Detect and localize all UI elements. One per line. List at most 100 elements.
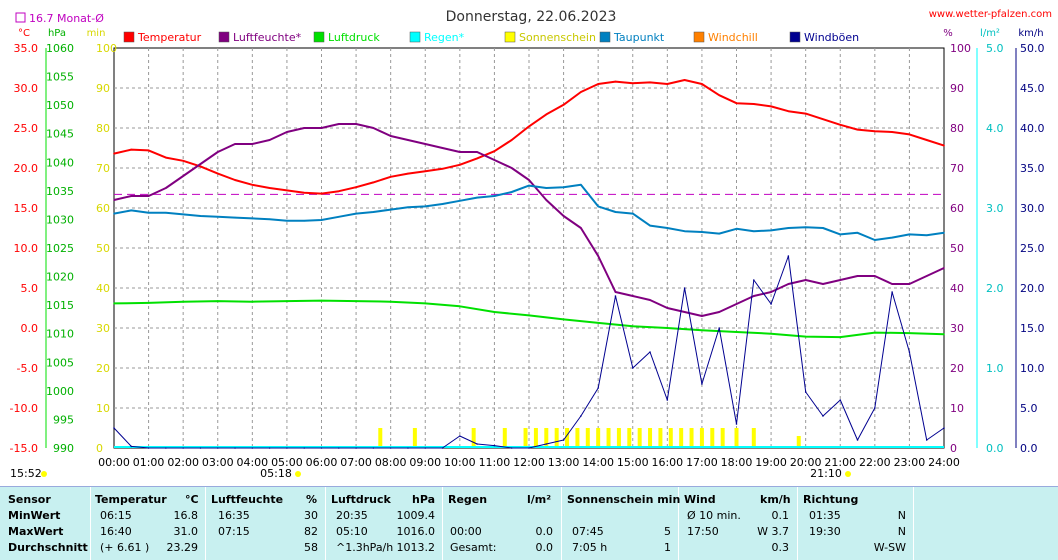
data-point xyxy=(701,315,703,317)
data-point xyxy=(216,172,219,175)
data-point xyxy=(545,443,548,445)
wind-axis-tick-label: 0.0 xyxy=(1020,442,1038,455)
sunshine-bar xyxy=(544,428,549,448)
sunshine-bar xyxy=(699,428,704,448)
data-point xyxy=(822,415,824,417)
data-point xyxy=(839,279,842,281)
x-tick-label: 05:00 xyxy=(271,456,303,469)
hdr-temp-unit: °C xyxy=(185,493,199,506)
temp-axis-unit: °C xyxy=(18,28,30,39)
x-tick-label: 07:00 xyxy=(340,456,372,469)
sunshine-axis-tick-label: 0 xyxy=(96,442,103,455)
stats-cell-temp-val: 23.29 xyxy=(166,541,199,554)
data-point xyxy=(441,168,444,170)
x-tick-label: 11:00 xyxy=(479,456,511,469)
rain-axis-tick-label: 3.0 xyxy=(986,202,1004,215)
data-point xyxy=(251,447,254,449)
data-point xyxy=(701,383,703,385)
data-point xyxy=(268,139,271,141)
data-point xyxy=(891,131,893,133)
sunshine-axis-tick-label: 80 xyxy=(96,122,110,135)
data-point xyxy=(165,187,167,189)
data-point xyxy=(649,299,651,301)
data-point xyxy=(735,102,738,104)
wind-axis-unit: km/h xyxy=(1018,28,1043,39)
data-point xyxy=(770,105,772,108)
x-tick-label: 09:00 xyxy=(409,456,441,469)
wind-axis-tick-label: 5.0 xyxy=(1020,402,1038,415)
sunshine-bar xyxy=(616,428,621,448)
hdr-sun: Sonnenschein min xyxy=(567,493,681,506)
data-point xyxy=(752,295,755,297)
data-point xyxy=(389,208,392,211)
x-tick-label: 13:00 xyxy=(548,456,580,469)
data-point xyxy=(580,227,582,229)
data-point xyxy=(735,228,738,230)
data-point xyxy=(701,329,703,332)
data-point xyxy=(683,230,686,232)
stats-cell-hum-val: 82 xyxy=(304,525,318,538)
pressure-axis-tick-label: 990 xyxy=(53,442,74,455)
data-point xyxy=(459,151,461,153)
data-point xyxy=(839,233,842,236)
sunshine-bar xyxy=(596,428,601,448)
x-tick-label: 21:00 xyxy=(824,456,856,469)
data-point xyxy=(372,211,375,213)
sunshine-bar xyxy=(378,428,383,448)
data-point xyxy=(701,83,703,85)
data-point xyxy=(251,184,254,186)
data-point xyxy=(476,151,478,153)
data-point xyxy=(407,172,409,175)
hdr-sensor: Sensor xyxy=(8,493,51,506)
sunshine-axis-tick-label: 100 xyxy=(96,42,117,55)
hdr-wind: Wind xyxy=(684,493,716,506)
data-point xyxy=(320,127,323,129)
data-point xyxy=(147,212,150,214)
rain-axis-tick-label: 1.0 xyxy=(986,362,1004,375)
data-point xyxy=(666,83,669,85)
site-link[interactable]: www.wetter-pfalzen.com xyxy=(929,9,1052,20)
x-tick-label: 00:00 xyxy=(98,456,130,469)
data-point xyxy=(337,190,340,192)
data-point xyxy=(649,351,651,353)
data-point xyxy=(631,82,634,84)
sunshine-axis-unit: min xyxy=(87,28,106,39)
data-point xyxy=(372,127,375,129)
data-point xyxy=(493,311,496,313)
x-tick-label: 24:00 xyxy=(928,456,960,469)
pressure-axis-tick-label: 1030 xyxy=(46,213,74,226)
data-point xyxy=(562,186,565,188)
data-point xyxy=(545,199,548,201)
data-point xyxy=(320,447,323,449)
humidity-axis-tick-label: 90 xyxy=(950,82,964,95)
data-point xyxy=(510,167,513,169)
data-point xyxy=(113,199,115,201)
stats-cell-label: MinWert xyxy=(8,509,61,522)
pressure-axis-tick-label: 1010 xyxy=(46,328,74,341)
x-tick-label: 19:00 xyxy=(755,456,787,469)
data-point xyxy=(147,447,150,449)
sunshine-bar xyxy=(606,428,611,448)
data-point xyxy=(251,300,254,303)
data-point xyxy=(770,332,772,335)
stats-cell-wind-val: 0.1 xyxy=(771,509,790,522)
sunshine-bar xyxy=(679,428,684,448)
data-point xyxy=(562,104,565,106)
stats-cell-rain-time: Gesamt: xyxy=(450,541,497,554)
stats-cell-hum-val: 58 xyxy=(304,541,318,554)
hdr-rain: Regen xyxy=(448,493,488,506)
x-tick-label: 17:00 xyxy=(686,456,718,469)
temp-axis-tick-label: -5.0 xyxy=(17,362,38,375)
data-point xyxy=(251,217,254,220)
humidity-axis-tick-label: 50 xyxy=(950,242,964,255)
data-point xyxy=(389,176,392,178)
sunset-sun-icon xyxy=(845,471,851,477)
legend-swatch xyxy=(789,31,801,43)
temp-axis-tick-label: 15.0 xyxy=(14,202,39,215)
pressure-axis-tick-label: 1045 xyxy=(46,128,74,141)
data-point xyxy=(493,159,496,161)
data-point xyxy=(822,283,824,285)
data-point xyxy=(182,213,184,216)
sunshine-bar xyxy=(637,428,642,448)
data-point xyxy=(320,219,323,221)
